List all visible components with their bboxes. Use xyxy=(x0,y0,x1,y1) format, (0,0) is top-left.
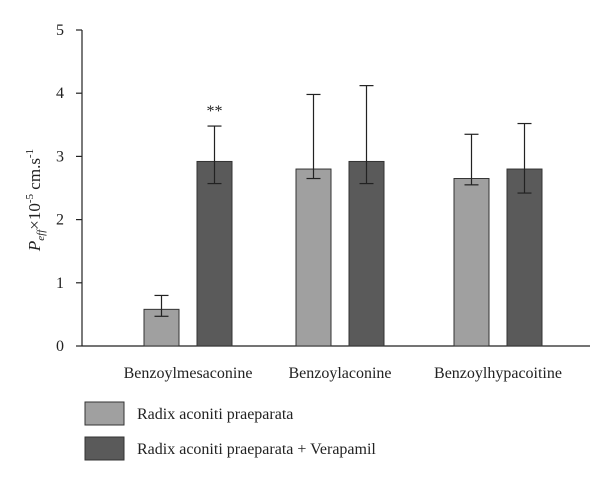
y-tick-label: 5 xyxy=(56,22,64,39)
bar-radix-verapamil-0 xyxy=(196,160,233,347)
error-bar xyxy=(359,85,374,185)
error-bar xyxy=(154,294,169,317)
bars xyxy=(143,160,543,347)
x-category-label: Benzoylhypacoitine xyxy=(434,365,562,382)
x-axis: Benzoylmesaconine Benzoylaconine Benzoylhy… xyxy=(82,345,590,382)
error-bar xyxy=(207,125,222,185)
legend-swatch xyxy=(84,436,125,461)
y-tick-label: 0 xyxy=(56,338,64,355)
y-axis-label-unit-exponent: -1 xyxy=(24,149,36,158)
x-category-label: Benzoylmesaconine xyxy=(124,365,253,382)
y-tick-label: 4 xyxy=(56,85,64,102)
error-bar xyxy=(517,122,532,194)
legend-label: Radix aconiti praeparata xyxy=(137,406,293,423)
y-axis-label: Peff×10-5 cm.s-1 xyxy=(24,149,47,252)
bar-radix-1 xyxy=(295,168,332,347)
y-tick-label: 2 xyxy=(56,212,64,229)
significance-marker: ** xyxy=(207,103,223,120)
y-axis-label-main: P xyxy=(25,241,44,252)
bar-radix-2 xyxy=(453,178,490,347)
y-tick-label: 3 xyxy=(56,148,64,165)
legend: Radix aconiti praeparata Radix aconiti pr… xyxy=(84,401,376,461)
error-bar xyxy=(306,93,321,180)
bar-radix-verapamil-1 xyxy=(348,160,385,347)
legend-swatch xyxy=(84,401,125,426)
y-axis: 0 1 2 3 4 5 xyxy=(56,22,83,355)
y-axis-label-subscript: eff xyxy=(35,228,47,241)
y-axis-label-multiplier: ×10 xyxy=(25,203,44,230)
y-tick-label: 1 xyxy=(56,275,64,292)
y-axis-label-exponent: -5 xyxy=(24,193,36,203)
y-axis-label-unit: cm.s xyxy=(25,158,44,194)
x-category-label: Benzoylaconine xyxy=(288,365,391,382)
error-bars xyxy=(154,85,532,317)
legend-label: Radix aconiti praeparata + Verapamil xyxy=(137,441,376,458)
annotations: ** xyxy=(207,103,223,120)
error-bar xyxy=(464,133,479,186)
bar-radix-verapamil-2 xyxy=(506,168,543,347)
